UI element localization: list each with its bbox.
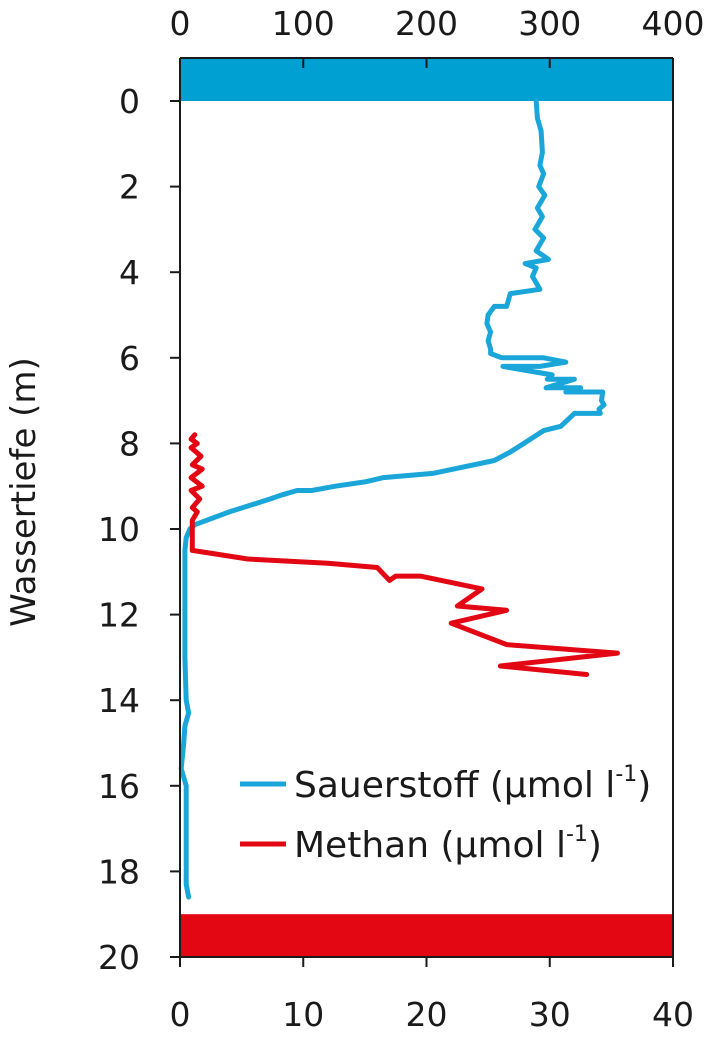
x-bottom-tick-label: 0 xyxy=(170,995,191,1034)
y-axis-title: Wassertiefe (m) xyxy=(4,357,44,627)
x-top-tick-label: 400 xyxy=(642,4,705,43)
y-tick-label: 6 xyxy=(119,339,140,378)
x-top-tick-label: 0 xyxy=(170,4,191,43)
x-bottom-tick-label: 20 xyxy=(406,995,448,1034)
x-top-tick-label: 300 xyxy=(518,4,581,43)
series-line-sauerstoff xyxy=(178,98,607,900)
y-tick-label: 16 xyxy=(98,767,140,806)
legend-label-sauerstoff: Sauerstoff (µmol l-1) xyxy=(294,762,651,806)
y-tick-label: 14 xyxy=(98,681,140,720)
y-tick-label: 18 xyxy=(98,852,140,891)
x-bottom-tick-label: 40 xyxy=(652,995,694,1034)
x-bottom-tick-label: 30 xyxy=(529,995,571,1034)
x-bottom-tick-label: 10 xyxy=(282,995,324,1034)
y-tick-label: 8 xyxy=(119,424,140,463)
y-tick-label: 10 xyxy=(98,510,140,549)
y-tick-label: 4 xyxy=(119,253,140,292)
y-tick-label: 20 xyxy=(98,938,140,977)
band-bottom xyxy=(180,914,673,957)
series-line-methan xyxy=(188,432,620,677)
y-tick-label: 2 xyxy=(119,168,140,207)
y-tick-label: 12 xyxy=(98,596,140,635)
depth-bands xyxy=(180,58,673,957)
x-top-tick-label: 200 xyxy=(395,4,458,43)
x-top-tick-label: 100 xyxy=(272,4,335,43)
legend: Sauerstoff (µmol l-1) Methan (µmol l-1) xyxy=(240,762,651,866)
y-tick-label: 0 xyxy=(119,82,140,121)
series-lines xyxy=(178,98,620,900)
legend-label-methan: Methan (µmol l-1) xyxy=(294,822,602,866)
